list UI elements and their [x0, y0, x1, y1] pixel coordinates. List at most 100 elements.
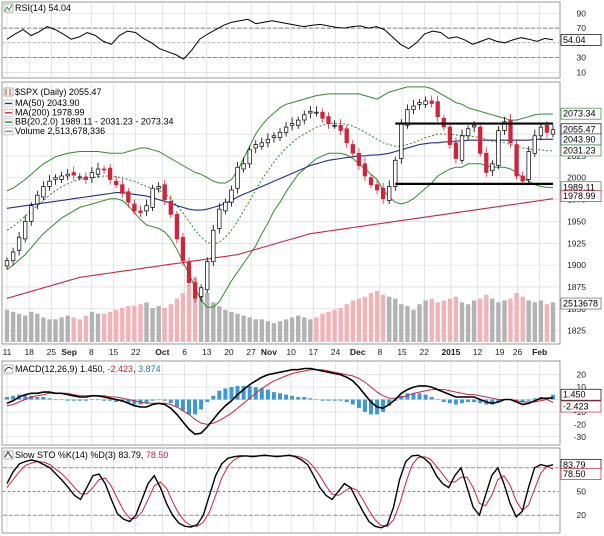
macd-hist-bar: [472, 399, 477, 402]
sto-legend-k: 83.79: [118, 450, 141, 460]
x-tick-label: 18: [24, 347, 34, 357]
volume-bar: [296, 315, 301, 342]
volume-bar: [162, 308, 167, 342]
candle-body: [429, 100, 434, 104]
macd-hist-bar: [344, 399, 349, 402]
candle-body: [526, 151, 531, 180]
macd-hist-bar: [284, 394, 289, 400]
macd-hist-bar: [265, 389, 270, 400]
candle-body: [302, 114, 307, 121]
macd-hist-bar: [332, 399, 337, 401]
macd-hist-bar: [89, 399, 94, 401]
candle-body: [205, 261, 210, 290]
candle-body: [308, 110, 313, 114]
volume-bar: [186, 285, 192, 342]
macd-hist-bar: [83, 399, 88, 401]
volume-bar: [417, 304, 422, 342]
y-tick-label: 30: [577, 53, 587, 63]
volume-bar: [362, 296, 368, 342]
volume-bars: [4, 277, 556, 342]
y-tick-label: -30: [574, 432, 587, 442]
candlesticks: [4, 95, 556, 303]
x-tick-label: 8: [378, 347, 383, 357]
candle-body: [508, 119, 513, 144]
candle-body: [174, 214, 180, 240]
macd-hist-bar: [150, 399, 155, 401]
macd-hist-bar: [41, 397, 46, 400]
candle-body: [211, 229, 216, 263]
candle-body: [283, 126, 289, 133]
price-legend: $SPX (Daily) 2055.47 MA(50) 2043.90MA(20…: [3, 87, 173, 136]
last-value-label: 2031.23: [563, 145, 596, 155]
volume-bar: [429, 298, 434, 342]
volume-bar: [520, 296, 525, 342]
macd-hist-bar: [496, 399, 501, 402]
volume-bar: [150, 308, 155, 342]
last-value-box: [560, 400, 602, 413]
macd-hist-bar: [290, 395, 295, 400]
candle-body: [344, 128, 349, 144]
legend-entry: Volume 2,513,678,336: [15, 126, 105, 136]
macd-hist-bar: [532, 398, 537, 400]
volume-bar: [368, 292, 374, 342]
macd-hist-bar: [356, 399, 361, 409]
macd-hist-bar: [53, 399, 58, 401]
price-legend-title: $SPX (Daily) 2055.47: [15, 87, 102, 97]
candle-body: [29, 205, 34, 222]
rsi-line: [6, 18, 554, 60]
candle-body: [447, 126, 453, 145]
volume-bar: [241, 315, 246, 342]
volume-bar: [338, 308, 343, 342]
sto-k-line: [6, 454, 554, 529]
candle-body: [101, 168, 107, 171]
x-tick-label: 10: [286, 347, 296, 357]
macd-hist-bar: [59, 399, 64, 401]
macd-hist-bar: [514, 399, 519, 401]
volume-bar: [283, 319, 289, 342]
candle-body: [465, 128, 471, 137]
macd-hist-bar: [77, 399, 82, 401]
y-tick-label: 1825: [567, 326, 586, 336]
volume-bar: [229, 311, 234, 342]
macd-hist-bar: [405, 393, 410, 400]
macd-legend: MACD(12,26,9) 1.450, -2.423, 3.874: [3, 364, 161, 374]
volume-bar: [508, 298, 513, 342]
candle-body: [490, 163, 495, 172]
candle-body: [114, 180, 119, 186]
volume-bar: [180, 292, 186, 342]
volume-bar: [4, 309, 10, 342]
x-tick-label: 17: [309, 347, 319, 357]
macd-hist-bar: [314, 399, 319, 401]
x-tick-label: 22: [420, 347, 430, 357]
macd-hist-bar: [326, 399, 331, 401]
macd-hist-bar: [126, 399, 131, 404]
svg-text:Slow STO %K(14) %D(3) 83.79, 7: Slow STO %K(14) %D(3) 83.79, 78.50: [15, 450, 168, 460]
last-value-label: 1989.11: [563, 182, 595, 192]
volume-bar: [405, 306, 410, 342]
candle-body: [368, 177, 374, 186]
ma200-line: [6, 198, 554, 299]
volume-bar: [253, 319, 258, 342]
candle-body: [83, 176, 89, 180]
volume-bar: [490, 298, 495, 342]
candle-body: [399, 123, 404, 159]
x-tick-label: 15: [397, 347, 407, 357]
sto-legend-sep: ,: [141, 450, 146, 460]
macd-hist-bar: [144, 399, 149, 404]
candle-body: [471, 124, 477, 128]
legend-entry: MA(200) 1978.99: [15, 107, 85, 117]
candle-body: [168, 200, 173, 215]
x-tick-label: 20: [224, 347, 234, 357]
candle-body: [41, 186, 46, 198]
macd-legend-main: MACD(12,26,9) 1.450,: [15, 364, 108, 374]
macd-hist-bar: [490, 399, 495, 405]
candle-body: [162, 184, 167, 200]
legend-entry: BB(20,2.0) 1989.11 - 2031.23 - 2073.34: [15, 117, 173, 127]
x-tick-label: Sep: [61, 347, 77, 357]
macd-hist-bar: [5, 397, 9, 400]
volume-bar: [16, 313, 22, 342]
rsi-panel: 9070503010 54.04 RSI(14) 54.04: [1, 1, 602, 79]
volume-bar: [277, 321, 283, 342]
macd-line: [6, 367, 554, 436]
